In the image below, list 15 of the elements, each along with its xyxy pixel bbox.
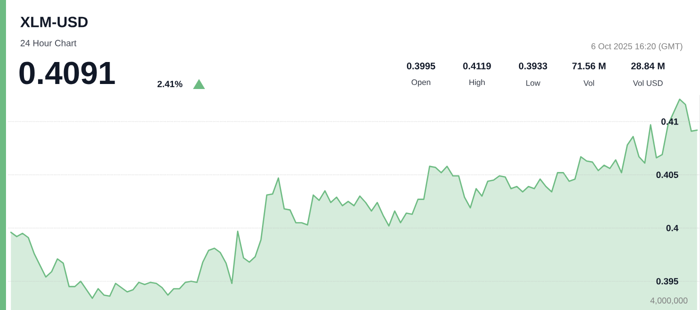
- y-tick-label: 0.395: [656, 278, 678, 284]
- text: 71.56 M: [572, 62, 606, 70]
- y-tick-label: 0.4: [666, 224, 678, 232]
- text: 2.41%: [158, 80, 182, 88]
- text: 6 Oct 2025 16:20 (GMT): [591, 43, 682, 51]
- text: 0.3995: [406, 62, 436, 70]
- annotation: 4,000,000: [650, 298, 688, 304]
- text: 0.3933: [518, 62, 548, 70]
- text: 28.84 M: [631, 62, 664, 70]
- y-tick-label: 0.405: [656, 172, 678, 178]
- chart-title: XLM-USD: [20, 16, 88, 28]
- text: 0.4091: [19, 62, 115, 84]
- text: 0.4119: [463, 62, 491, 70]
- chart-subtitle: 24 Hour Chart: [20, 40, 76, 46]
- y-tick-label: 0.41: [661, 118, 678, 125]
